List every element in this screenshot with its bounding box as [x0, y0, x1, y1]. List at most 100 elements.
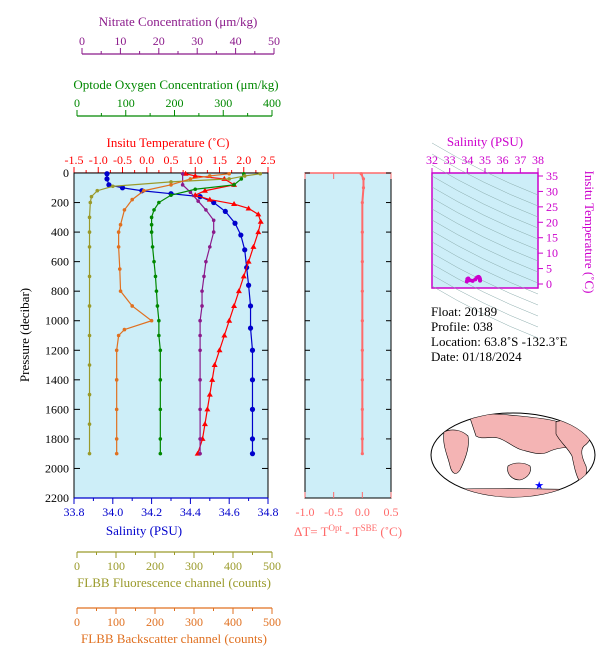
- temperature-point: [206, 196, 213, 202]
- ts-density-contour: [431, 274, 539, 328]
- salinity-point: [247, 303, 254, 309]
- oxygen-point: [149, 222, 154, 227]
- fluorescence-axis-label: FLBB Fluorescence channel (counts): [77, 575, 271, 590]
- oxygen-point: [158, 407, 163, 412]
- temperature-tick-label: 0.5: [164, 153, 179, 167]
- oxygen-point: [157, 333, 161, 338]
- ts-temperature-tick-label: 20: [546, 215, 558, 229]
- dt-point: [360, 452, 364, 456]
- salinity-point: [119, 185, 126, 191]
- dt-tick-label: -0.5: [324, 505, 343, 519]
- profile-number: Profile: 038: [431, 319, 493, 334]
- temperature-tick-label: 2.0: [236, 153, 251, 167]
- nitrate-point: [208, 245, 212, 249]
- oxygen-point: [239, 177, 244, 181]
- fluorescence-point: [95, 188, 100, 193]
- nitrate-point: [198, 378, 202, 382]
- pressure-axis-label: Pressure (decibar): [17, 288, 32, 382]
- pressure-tick-label: 2200: [45, 491, 69, 505]
- salinity-point: [249, 436, 256, 442]
- fluorescence-tick-label: 400: [224, 559, 242, 573]
- oxygen-point: [155, 304, 160, 308]
- temperature-tick-label: 2.5: [261, 153, 276, 167]
- temperature-point: [226, 317, 233, 323]
- world-map: ★: [430, 412, 596, 498]
- map-australia: [507, 462, 531, 481]
- fluorescence-point: [89, 194, 94, 199]
- salinity-point: [249, 406, 256, 412]
- nitrate-point: [198, 333, 202, 338]
- temperature-tick-label: 1.5: [212, 153, 227, 167]
- backscatter-point: [227, 171, 231, 176]
- temperature-tick-label: 1.0: [188, 153, 203, 167]
- backscatter-point: [118, 222, 123, 227]
- fluorescence-tick-label: 300: [185, 559, 203, 573]
- ts-temperature-tick-label: 35: [546, 169, 558, 183]
- pressure-tick-label: 0: [63, 166, 69, 180]
- temperature-point: [192, 172, 199, 178]
- date: Date: 01/18/2024: [431, 349, 522, 364]
- pressure-tick-label: 1800: [45, 432, 69, 446]
- backscatter-point: [118, 289, 123, 293]
- pressure-tick-label: 1000: [45, 314, 69, 328]
- map-antarctica: [439, 488, 591, 497]
- temperature-tick-label: -1.5: [65, 153, 84, 167]
- dt-tick-label: -1.0: [296, 505, 315, 519]
- fluorescence-point: [111, 184, 115, 189]
- backscatter-point: [208, 174, 212, 178]
- backscatter-tick-label: 500: [263, 615, 281, 629]
- backscatter-point: [116, 245, 121, 249]
- nitrate-point: [180, 183, 185, 187]
- nitrate-point: [196, 199, 200, 203]
- salinity-point: [222, 208, 228, 215]
- backscatter-axis-label: FLBB Backscatter channel (counts): [81, 631, 267, 646]
- fluorescence-point: [88, 200, 93, 205]
- nitrate-point: [200, 289, 204, 293]
- backscatter-point: [169, 183, 173, 187]
- backscatter-point: [130, 304, 134, 308]
- temperature-point: [211, 362, 218, 368]
- temperature-point: [204, 406, 211, 412]
- pressure-tick-label: 1200: [45, 343, 69, 357]
- ts-temperature-tick-label: 30: [546, 184, 558, 198]
- oxygen-point: [152, 208, 156, 212]
- salinity-tick-label: 34.8: [258, 505, 279, 519]
- oxygen-point: [158, 451, 163, 456]
- dt-point: [360, 260, 364, 264]
- salinity-point: [247, 325, 254, 331]
- oxygen-point: [152, 259, 156, 264]
- ts-point: [478, 278, 483, 283]
- backscatter-point: [116, 333, 121, 338]
- salinity-tick-label: 34.2: [141, 505, 162, 519]
- fluorescence-point: [87, 245, 92, 249]
- fluorescence-point: [87, 304, 92, 308]
- backscatter-tick-label: 200: [146, 615, 164, 629]
- nitrate-tick-label: 20: [153, 34, 165, 48]
- ts-density-contour: [431, 241, 539, 295]
- nitrate-point: [211, 218, 216, 223]
- dt-point: [361, 186, 366, 190]
- temperature-point: [240, 273, 247, 279]
- dt-point: [360, 289, 364, 293]
- temperature-point: [221, 332, 228, 338]
- backscatter-point: [122, 208, 127, 212]
- ts-density-contour: [431, 186, 539, 240]
- backscatter-tick-label: 300: [185, 615, 203, 629]
- salinity-tick-label: 34.4: [180, 505, 201, 519]
- oxygen-tick-label: 0: [74, 96, 80, 110]
- ts-salinity-tick-label: 34: [461, 153, 473, 167]
- fluorescence-point: [242, 174, 247, 178]
- oxygen-tick-label: 100: [117, 96, 135, 110]
- salinity-axis-label: Salinity (PSU): [106, 523, 182, 538]
- nitrate-tick-label: 0: [79, 34, 85, 48]
- salinity-point: [104, 171, 110, 177]
- fluorescence-tick-label: 500: [263, 559, 281, 573]
- fluorescence-point: [227, 177, 231, 181]
- backscatter-tick-label: 100: [107, 615, 125, 629]
- backscatter-tick-label: 0: [74, 615, 80, 629]
- ts-salinity-tick-label: 38: [532, 153, 544, 167]
- oxygen-point: [149, 215, 154, 220]
- nitrate-tick-label: 40: [230, 34, 242, 48]
- nitrate-point: [198, 318, 202, 323]
